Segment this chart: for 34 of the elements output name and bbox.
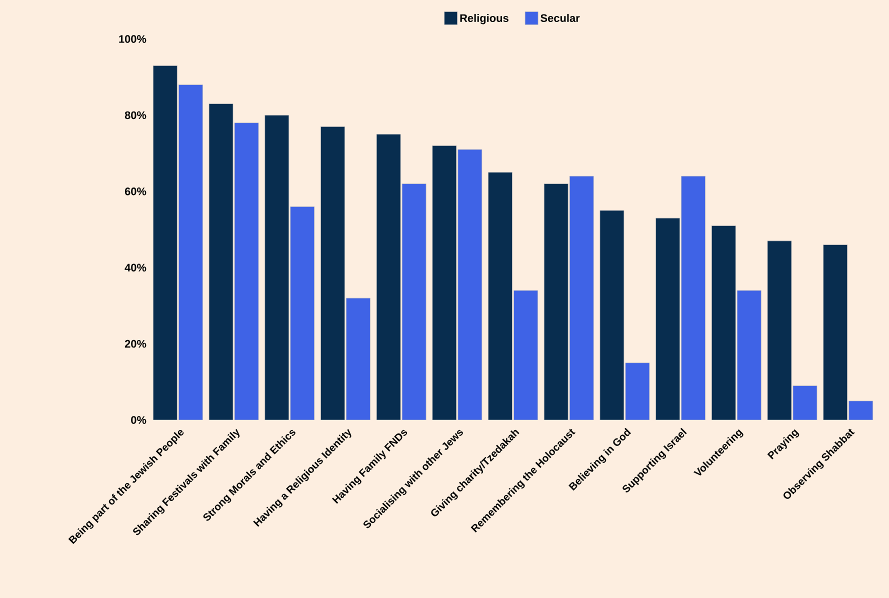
bar [320,126,345,420]
bar [178,84,203,420]
bar [264,115,289,420]
bar [290,206,314,420]
legend-label: Secular [540,14,580,22]
legend-label: Religious [460,14,508,24]
bar [656,218,680,420]
bar [848,400,874,420]
bar [570,176,594,420]
bar [234,122,259,420]
y-tick-label: 20% [124,340,146,348]
y-tick-label: 60% [124,188,146,196]
bar [712,226,736,420]
bar [823,244,848,420]
y-tick-label: 80% [124,111,146,120]
bar [600,210,624,420]
bar [209,104,234,420]
bar [402,184,426,420]
bar [681,176,706,420]
bar [432,146,456,420]
bar [792,386,817,420]
y-tick-label: 0% [131,416,146,424]
bar [737,290,762,420]
bar [458,149,482,420]
y-tick-label: 100% [119,35,146,43]
y-tick-label: 40% [124,264,146,272]
bar [514,290,538,420]
bar [625,362,650,420]
bar [346,298,370,420]
bar [153,66,178,420]
bar [767,240,792,420]
bar [488,172,512,420]
bar [544,184,568,420]
bar [376,134,401,420]
